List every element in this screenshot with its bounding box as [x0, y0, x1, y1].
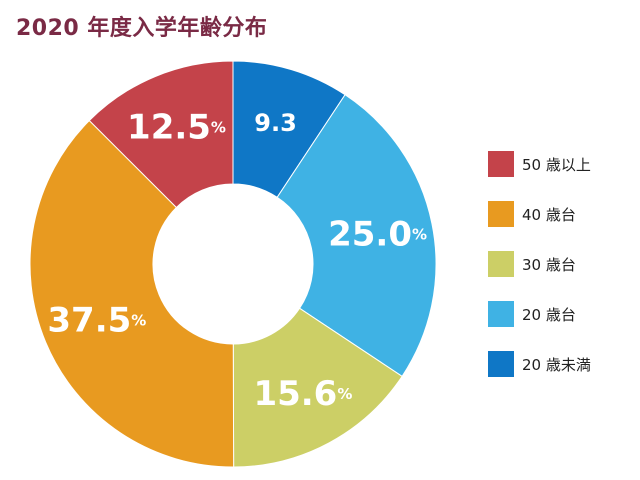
slice-1: [276, 94, 437, 378]
legend-label: 40 歳台: [522, 205, 576, 224]
slice-label-0: 9.3: [254, 109, 297, 137]
legend-swatch: [488, 201, 514, 227]
legend-item-2: 30 歳台: [488, 250, 638, 278]
slice-label-2: 15.6%: [253, 374, 352, 414]
slice-3: [29, 119, 235, 468]
slice-label-3: 37.5%: [47, 301, 146, 341]
slice-label-1: 25.0%: [328, 215, 427, 255]
slice-2: [232, 307, 403, 468]
legend-item-4: 20 歳未満: [488, 350, 638, 378]
legend-item-0: 50 歳以上: [488, 150, 638, 178]
legend-swatch: [488, 151, 514, 177]
legend-label: 20 歳台: [522, 305, 576, 324]
slice-4: [88, 60, 234, 209]
legend-swatch: [488, 251, 514, 277]
legend-label: 20 歳未満: [522, 355, 591, 374]
legend-label: 50 歳以上: [522, 155, 591, 174]
chart-legend: 50 歳以上 40 歳台 30 歳台 20 歳台 20 歳未満: [488, 150, 638, 400]
slice-label-4: 12.5%: [127, 108, 226, 148]
legend-label: 30 歳台: [522, 255, 576, 274]
legend-swatch: [488, 301, 514, 327]
legend-item-3: 20 歳台: [488, 300, 638, 328]
legend-item-1: 40 歳台: [488, 200, 638, 228]
chart-title: 2020 年度入学年齢分布: [16, 16, 268, 41]
legend-swatch: [488, 351, 514, 377]
